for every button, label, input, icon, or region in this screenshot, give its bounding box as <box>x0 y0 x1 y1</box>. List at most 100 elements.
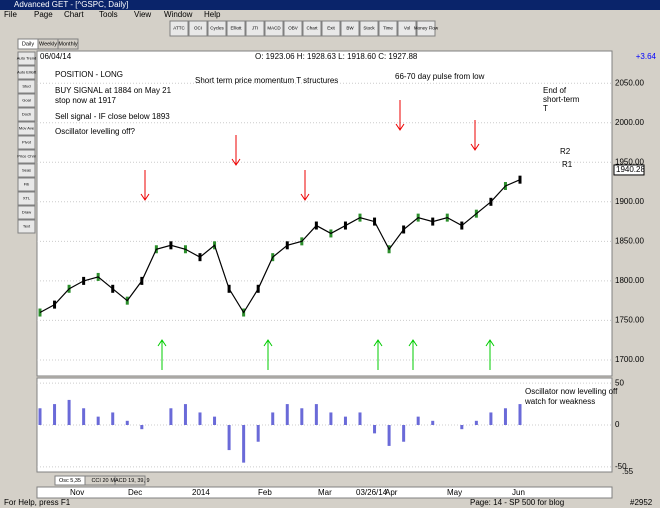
buy-arrow <box>263 339 273 370</box>
osc-bar <box>169 408 173 425</box>
menu-item[interactable]: Tools <box>99 10 118 19</box>
toolbar-label: MACD <box>267 26 281 31</box>
osc-bar <box>242 425 246 463</box>
price-panel <box>36 50 613 377</box>
tab-label: Weekly <box>39 41 57 47</box>
bottom-tab[interactable] <box>114 475 146 486</box>
x-tick-label: Apr <box>385 488 398 497</box>
side-button[interactable] <box>17 107 36 122</box>
osc-bar <box>518 404 522 425</box>
annotation: T <box>543 104 548 113</box>
x-tick-label: Mar <box>318 488 332 497</box>
side-label: Goal <box>22 98 31 103</box>
sell-arrow <box>300 170 310 201</box>
sell-arrow <box>231 135 241 166</box>
side-button[interactable] <box>17 177 36 192</box>
menu-item[interactable]: Window <box>164 10 193 19</box>
toolbar-label: BW <box>346 26 354 31</box>
x-tick-label: May <box>447 488 462 497</box>
y-tick-label: 2050.00 <box>615 78 644 87</box>
menu-item[interactable]: Page <box>34 10 53 19</box>
x-tick-label: Dec <box>128 488 142 497</box>
menu-item[interactable]: File <box>4 10 17 19</box>
side-label: Price Chnl <box>17 154 36 159</box>
toolbar-button[interactable] <box>283 20 303 37</box>
osc-bar <box>111 412 115 425</box>
osc-bar <box>96 416 100 425</box>
side-button[interactable] <box>17 79 36 94</box>
osc-bar <box>358 412 362 425</box>
toolbar-button[interactable] <box>169 20 189 37</box>
side-label: Fib <box>24 182 30 187</box>
osc-bar <box>431 420 435 425</box>
annotation: watch for weakness <box>524 397 595 406</box>
annotation: 66-70 day pulse from low <box>395 72 485 81</box>
toolbar-label: Vol <box>404 26 410 31</box>
osc-bar <box>474 420 478 425</box>
x-tick-label: 03/26/14 <box>356 488 388 497</box>
x-tick-label: Feb <box>258 488 272 497</box>
side-button[interactable] <box>17 51 36 66</box>
toolbar-button[interactable] <box>207 20 227 37</box>
last-price-box <box>613 164 645 176</box>
sell-arrow <box>140 170 150 201</box>
menu-item[interactable]: Help <box>204 10 221 19</box>
osc-readout: .55 <box>622 467 634 476</box>
side-button[interactable] <box>17 205 36 220</box>
annotation: Sell signal - IF close below 1893 <box>55 112 170 121</box>
toolbar-button[interactable] <box>188 20 208 37</box>
osc-bar <box>227 425 231 451</box>
buy-arrow <box>157 339 167 370</box>
toolbar-button[interactable] <box>340 20 360 37</box>
toolbar-button[interactable] <box>359 20 379 37</box>
annotation: R1 <box>562 160 573 169</box>
toolbar-button[interactable] <box>245 20 265 37</box>
osc-bar <box>140 425 144 430</box>
toolbar-label: Exit <box>327 26 335 31</box>
toolbar-button[interactable] <box>321 20 341 37</box>
toolbar-button[interactable] <box>397 20 417 37</box>
annotation: Oscillator levelling off? <box>55 127 135 136</box>
annotation: POSITION - LONG <box>55 70 123 79</box>
side-button[interactable] <box>17 65 36 80</box>
status-page: Page: 14 - SP 500 for blog <box>470 498 564 507</box>
side-button[interactable] <box>17 191 36 206</box>
bottom-tab-label: MACD 19, 39, 9 <box>110 478 149 484</box>
annotation: stop now at 1917 <box>55 96 116 105</box>
side-button[interactable] <box>17 135 36 150</box>
toolbar-button[interactable] <box>226 20 246 37</box>
annotation: Short term price momentum T structures <box>195 76 338 85</box>
tab[interactable] <box>57 38 79 50</box>
toolbar-button[interactable] <box>416 20 436 37</box>
osc-bar <box>314 404 318 425</box>
osc-bar <box>271 412 275 425</box>
menu-item[interactable]: View <box>134 10 151 19</box>
sell-arrow <box>470 120 480 151</box>
toolbar-label: Money Flow <box>414 26 439 31</box>
info-change: +3.64 <box>636 52 657 61</box>
side-button[interactable] <box>17 121 36 136</box>
toolbar-label: JTI <box>252 26 258 31</box>
osc-bar <box>53 404 57 425</box>
toolbar-label: OBV <box>288 26 298 31</box>
sell-arrow <box>395 100 405 131</box>
y-tick-label: 1800.00 <box>615 276 644 285</box>
osc-bar <box>460 425 464 430</box>
x-tick-label: 2014 <box>192 488 210 497</box>
side-button[interactable] <box>17 149 36 164</box>
side-button[interactable] <box>17 163 36 178</box>
menu-item[interactable]: Chart <box>64 10 84 19</box>
annotation: End of <box>543 86 567 95</box>
side-label: Mov Ave <box>19 126 35 131</box>
side-label: Stud <box>22 84 30 89</box>
osc-bar <box>373 425 377 434</box>
toolbar-button[interactable] <box>264 20 284 37</box>
side-button[interactable] <box>17 93 36 108</box>
annotation: Oscillator now levelling off <box>525 387 618 396</box>
toolbar-label: Chart <box>306 26 318 31</box>
side-button[interactable] <box>17 219 36 234</box>
side-label: Auto Trend <box>17 56 37 61</box>
toolbar-button[interactable] <box>378 20 398 37</box>
toolbar-button[interactable] <box>302 20 322 37</box>
